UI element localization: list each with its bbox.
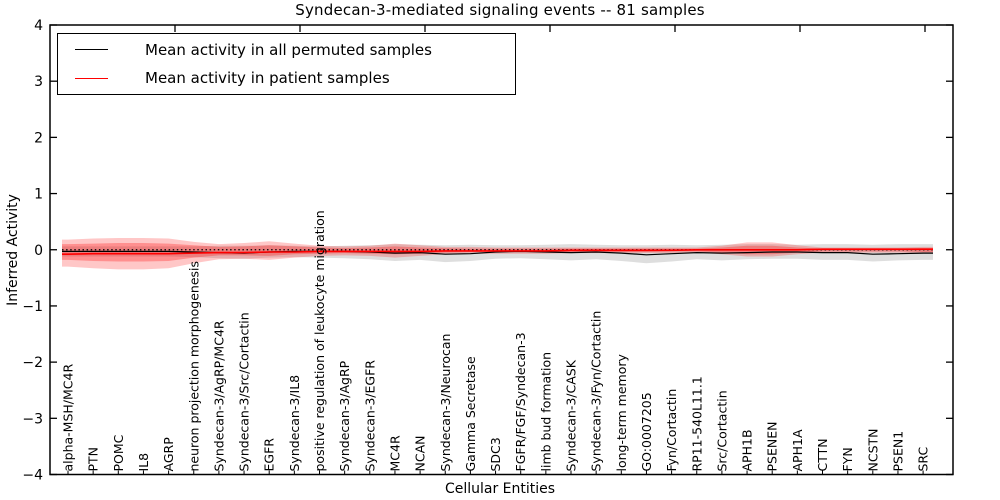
permuted-samples-range — [62, 244, 933, 264]
x-tick-label: limb bud formation — [538, 352, 553, 472]
legend-box: Mean activity in all permuted samples Me… — [57, 33, 516, 95]
x-tick-label: Syndecan-3/Fyn/Cortactin — [589, 311, 604, 472]
legend-entry-patient: Mean activity in patient samples — [58, 65, 515, 91]
y-tick-label: 1 — [34, 187, 43, 203]
x-tick-label: NCSTN — [865, 429, 880, 472]
legend-entry-permuted: Mean activity in all permuted samples — [58, 37, 515, 63]
black-line-swatch-icon — [75, 49, 108, 51]
x-tick-label: RP11-540L11.1 — [689, 376, 704, 471]
red-line-swatch-icon — [75, 77, 108, 79]
legend-label-permuted: Mean activity in all permuted samples — [145, 40, 432, 59]
x-tick-label: PTN — [86, 447, 101, 472]
chart-title: Syndecan-3-mediated signaling events -- … — [295, 1, 705, 19]
x-tick-label: NCAN — [413, 436, 428, 472]
patient-samples-inner-band — [62, 243, 933, 262]
x-axis-title: Cellular Entities — [444, 481, 556, 497]
y-tick-label: 2 — [34, 130, 43, 146]
patient-samples-outer-band — [62, 238, 933, 270]
x-tick-label: SDC3 — [488, 437, 503, 471]
y-tick-label: 0 — [34, 243, 43, 259]
x-tick-label: PSENEN — [765, 422, 780, 472]
y-tick-label: −3 — [22, 411, 43, 427]
y-tick-label: −1 — [22, 299, 43, 315]
x-tick-label: neuron projection morphogenesis — [186, 261, 201, 472]
x-tick-label: alpha-MSH/MC4R — [61, 364, 76, 472]
x-tick-label: Fyn/Cortactin — [664, 389, 679, 472]
x-tick-label: POMC — [111, 434, 126, 471]
legend-label-patient: Mean activity in patient samples — [145, 69, 390, 88]
x-tick-label: Syndecan-3/AgRP — [337, 360, 352, 471]
y-tick-label: 4 — [34, 18, 43, 34]
x-tick-label: MC4R — [387, 435, 402, 471]
x-tick-label: AGRP — [161, 437, 176, 472]
x-tick-label: EGFR — [262, 438, 277, 472]
x-tick-label: Syndecan-3/EGFR — [362, 360, 377, 472]
y-tick-label: −4 — [22, 468, 43, 484]
x-tick-label: FGFR/FGF/Syndecan-3 — [513, 332, 528, 471]
patient-mean-line — [62, 248, 933, 255]
x-tick-label: Syndecan-3/CASK — [564, 359, 579, 471]
x-tick-label: IL8 — [136, 453, 151, 472]
x-tick-label: long-term memory — [614, 354, 629, 472]
x-tick-label: Syndecan-3/AgRP/MC4R — [211, 320, 226, 471]
x-tick-label: PSEN1 — [890, 431, 905, 472]
x-tick-label: GO:0007205 — [639, 392, 654, 471]
x-tick-label: Gamma Secretase — [463, 356, 478, 471]
x-tick-label: Syndecan-3/Src/Cortactin — [237, 312, 252, 471]
permuted-mean-line — [62, 250, 933, 256]
x-tick-label: Syndecan-3/IL8 — [287, 375, 302, 472]
x-tick-label: FYN — [840, 447, 855, 471]
y-axis-title: Inferred Activity — [5, 194, 21, 306]
x-tick-label: APH1B — [740, 429, 755, 471]
y-tick-label: 3 — [34, 74, 43, 90]
x-tick-label: positive regulation of leukocyte migrati… — [312, 210, 327, 471]
y-tick-label: −2 — [22, 355, 43, 371]
x-tick-label: Syndecan-3/Neurocan — [438, 334, 453, 472]
x-tick-label: SRC — [916, 447, 931, 472]
x-tick-label: CTTN — [815, 438, 830, 471]
x-tick-label: Src/Cortactin — [714, 390, 729, 471]
x-tick-label: APH1A — [790, 429, 805, 471]
